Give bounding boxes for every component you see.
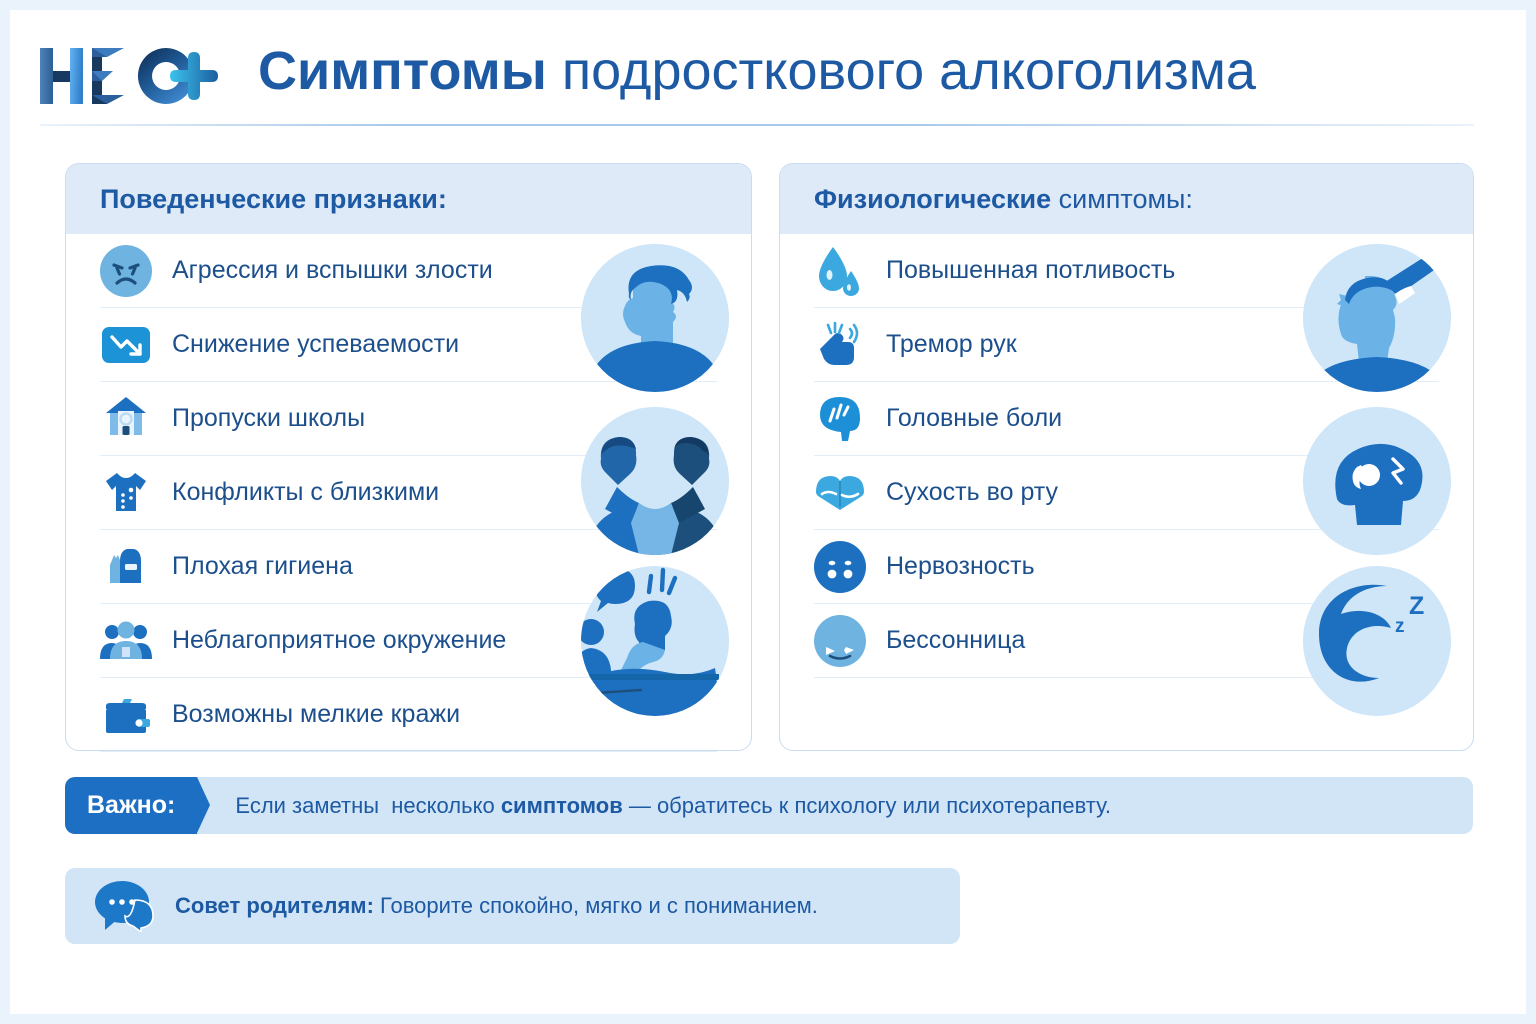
svg-text:Z: Z bbox=[1409, 592, 1424, 620]
svg-text:z: z bbox=[1395, 616, 1405, 637]
